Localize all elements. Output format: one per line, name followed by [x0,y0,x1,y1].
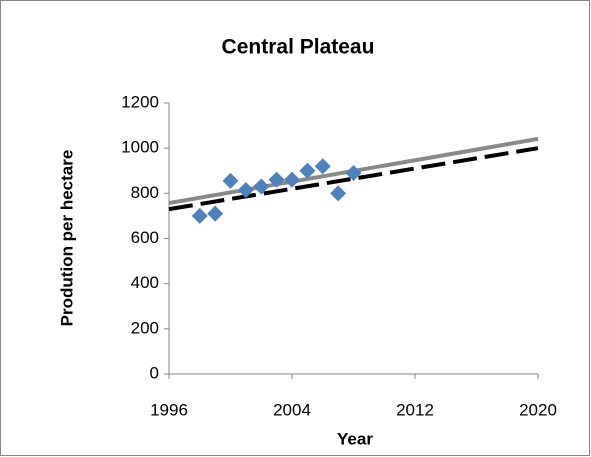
data-point [253,178,270,195]
data-point [330,185,347,202]
y-tick-label: 1200 [121,92,159,111]
y-tick-label: 200 [131,318,159,337]
data-point [191,207,208,224]
x-tick-label: 2012 [396,400,434,419]
x-axis-label: Year [337,429,373,448]
y-tick-label: 1000 [121,138,159,157]
chart-title: Central Plateau [222,36,375,59]
y-tick-label: 0 [150,363,159,382]
data-point [268,171,285,188]
y-tick-label: 400 [131,273,159,292]
data-point [207,205,224,222]
trend-line [168,146,539,212]
x-tick-label: 1996 [150,400,188,419]
y-tick-label: 600 [131,228,159,247]
data-point [222,172,239,189]
x-tick-label: 2020 [519,400,557,419]
data-point [299,162,316,179]
y-axis-label: Prodution per hectare [57,150,76,327]
data-point [345,165,362,182]
data-point [314,158,331,175]
y-tick-label: 800 [131,183,159,202]
data-point [237,181,254,198]
x-tick-label: 2004 [273,400,311,419]
data-point [284,171,300,188]
